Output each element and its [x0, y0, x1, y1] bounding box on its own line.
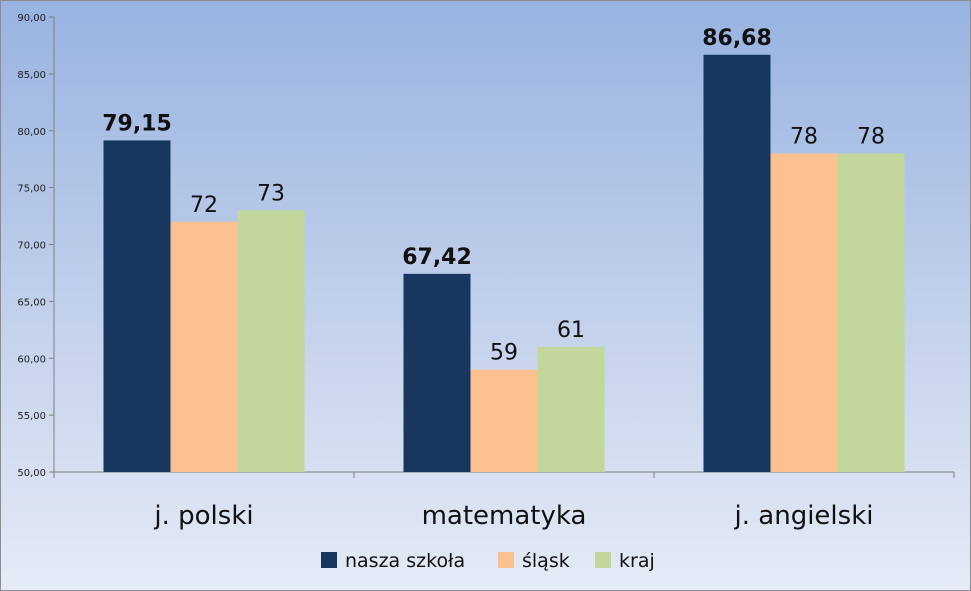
bar: [237, 210, 305, 472]
bar: [770, 153, 838, 472]
legend-swatch: [498, 552, 514, 568]
x-category-label: matematyka: [422, 501, 587, 531]
data-label: 79,15: [102, 111, 172, 136]
y-tick-label: 60,00: [17, 354, 46, 365]
y-tick-label: 50,00: [17, 468, 46, 479]
bar: [170, 221, 238, 472]
legend-label: kraj: [619, 550, 655, 572]
legend-swatch: [595, 552, 611, 568]
y-tick-label: 80,00: [17, 127, 46, 138]
data-label: 78: [857, 125, 885, 150]
bar: [403, 273, 471, 472]
y-tick-label: 75,00: [17, 184, 46, 195]
bar: [703, 54, 771, 472]
bar: [537, 346, 605, 472]
y-tick-label: 55,00: [17, 411, 46, 422]
data-label: 86,68: [702, 26, 772, 51]
legend-swatch: [321, 552, 337, 568]
y-tick-label: 70,00: [17, 241, 46, 252]
legend-label: nasza szkoła: [345, 550, 465, 572]
data-label: 72: [190, 193, 218, 218]
x-category-label: j. polski: [153, 501, 253, 531]
data-label: 73: [257, 181, 285, 206]
data-label: 61: [557, 318, 585, 343]
data-label: 67,42: [402, 245, 472, 270]
data-label: 78: [790, 125, 818, 150]
x-category-label: j. angielski: [734, 501, 874, 531]
bar: [103, 140, 171, 472]
y-tick-label: 65,00: [17, 297, 46, 308]
bar: [837, 153, 905, 472]
data-label: 59: [490, 341, 518, 366]
legend-label: śląsk: [522, 550, 570, 572]
y-tick-label: 90,00: [17, 13, 46, 24]
bar: [470, 369, 538, 472]
y-tick-label: 85,00: [17, 70, 46, 81]
